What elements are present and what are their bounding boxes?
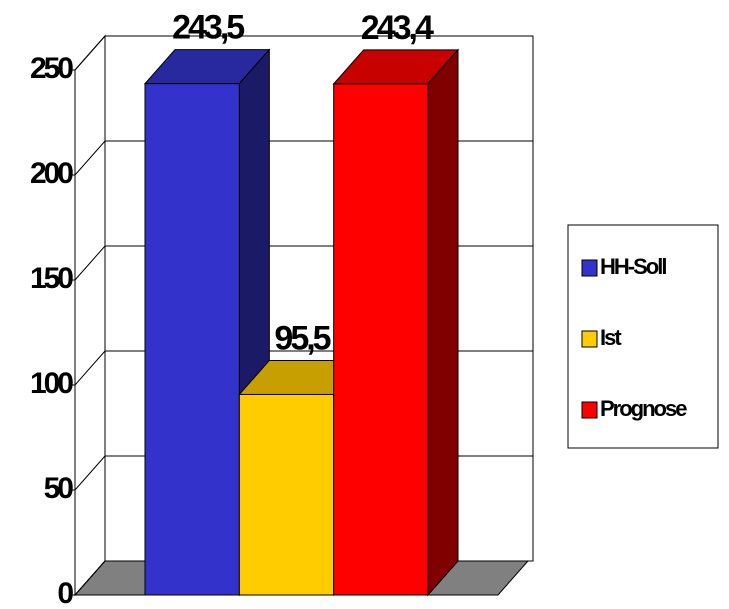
legend-swatch [581, 259, 598, 277]
legend-label: Ist [600, 325, 622, 350]
y-tick-label: 0 [57, 577, 73, 609]
value-label: 95,5 [274, 319, 330, 357]
legend-label: HH-Soll [600, 254, 666, 279]
legend-swatch [581, 330, 598, 348]
y-tick-label: 250 [30, 52, 73, 85]
y-tick-label: 100 [30, 367, 73, 400]
legend-swatch [581, 401, 598, 419]
value-label: 243,5 [172, 9, 244, 47]
bar [333, 83, 429, 596]
value-label: 243,4 [361, 9, 434, 47]
y-tick-label: 50 [44, 472, 74, 505]
side-wall [74, 34, 106, 597]
y-tick-label: 150 [30, 262, 73, 295]
bar [238, 393, 335, 596]
legend-label: Prognose [600, 396, 687, 421]
bar-side [427, 48, 459, 597]
bar [144, 83, 240, 596]
grid-line [74, 35, 533, 71]
y-tick-label: 200 [30, 157, 73, 190]
